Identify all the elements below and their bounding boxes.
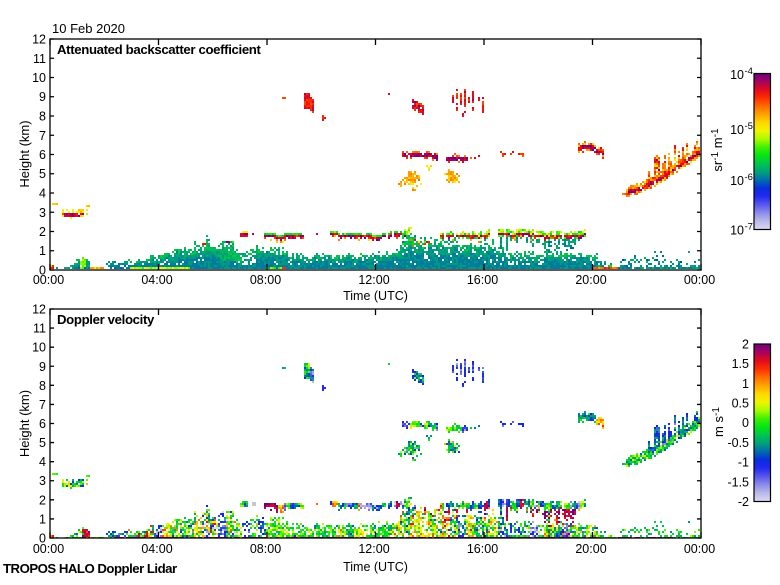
svg-text:12:00: 12:00 (358, 273, 389, 287)
svg-text:08:00: 08:00 (250, 273, 281, 287)
svg-text:08:00: 08:00 (250, 542, 281, 556)
svg-text:5: 5 (39, 436, 46, 450)
svg-text:00:00: 00:00 (33, 542, 64, 556)
svg-text:12: 12 (32, 33, 46, 47)
svg-text:-5: -5 (745, 121, 753, 132)
svg-text:04:00: 04:00 (141, 542, 172, 556)
svg-text:6: 6 (39, 148, 46, 162)
svg-text:10: 10 (32, 341, 46, 355)
svg-text:-2: -2 (738, 495, 749, 509)
svg-text:-4: -4 (745, 66, 753, 77)
svg-text:10: 10 (730, 174, 744, 188)
svg-text:-6: -6 (745, 172, 753, 183)
svg-text:Height (km): Height (km) (17, 120, 32, 187)
svg-text:04:00: 04:00 (141, 273, 172, 287)
svg-text:0.5: 0.5 (732, 397, 749, 411)
svg-text:1.5: 1.5 (732, 357, 749, 371)
svg-text:10: 10 (730, 224, 744, 238)
svg-text:9: 9 (39, 90, 46, 104)
svg-text:-0.5: -0.5 (727, 436, 749, 450)
svg-text:Attenuated backscatter coeffic: Attenuated backscatter coefficient (57, 42, 262, 57)
svg-text:4: 4 (39, 187, 46, 201)
svg-text:16:00: 16:00 (467, 273, 498, 287)
svg-text:00:00: 00:00 (684, 542, 715, 556)
svg-text:8: 8 (39, 379, 46, 393)
svg-text:Time (UTC): Time (UTC) (343, 289, 408, 303)
svg-text:0: 0 (39, 264, 46, 278)
svg-text:-1.5: -1.5 (727, 475, 749, 489)
svg-text:8: 8 (39, 110, 46, 124)
svg-text:0: 0 (742, 416, 749, 430)
svg-text:-7: -7 (745, 222, 753, 233)
svg-text:10: 10 (32, 71, 46, 85)
svg-text:-1: -1 (738, 456, 749, 470)
svg-text:7: 7 (39, 398, 46, 412)
svg-text:20:00: 20:00 (575, 273, 606, 287)
svg-text:5: 5 (39, 167, 46, 181)
svg-text:12: 12 (32, 303, 46, 317)
svg-text:16:00: 16:00 (467, 542, 498, 556)
svg-text:6: 6 (39, 417, 46, 431)
svg-text:Time (UTC): Time (UTC) (343, 560, 408, 574)
svg-text:1: 1 (39, 512, 46, 526)
svg-text:00:00: 00:00 (33, 273, 64, 287)
svg-text:2: 2 (742, 338, 749, 352)
svg-text:TROPOS HALO Doppler Lidar: TROPOS HALO Doppler Lidar (3, 561, 177, 576)
svg-text:Doppler velocity: Doppler velocity (57, 312, 155, 327)
svg-text:3: 3 (39, 206, 46, 220)
svg-text:11: 11 (33, 322, 46, 336)
svg-text:4: 4 (39, 455, 46, 469)
svg-text:10: 10 (730, 68, 744, 82)
svg-text:00:00: 00:00 (684, 273, 715, 287)
svg-text:11: 11 (33, 52, 46, 66)
svg-text:Height (km): Height (km) (17, 390, 32, 457)
svg-text:3: 3 (39, 474, 46, 488)
svg-text:10 Feb 2020: 10 Feb 2020 (52, 21, 125, 36)
svg-text:9: 9 (39, 360, 46, 374)
svg-text:1: 1 (39, 244, 46, 258)
svg-text:2: 2 (39, 225, 46, 239)
svg-text:12:00: 12:00 (358, 542, 389, 556)
svg-text:1: 1 (742, 377, 749, 391)
svg-text:0: 0 (39, 532, 46, 546)
svg-text:2: 2 (39, 493, 46, 507)
svg-text:10: 10 (730, 123, 744, 137)
svg-text:20:00: 20:00 (575, 542, 606, 556)
svg-text:7: 7 (39, 129, 46, 143)
